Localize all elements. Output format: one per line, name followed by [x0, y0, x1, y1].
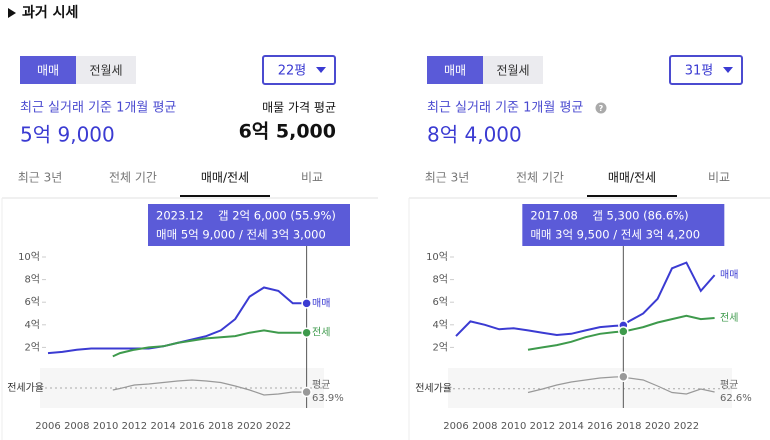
x-tick-label: 2008	[64, 421, 89, 432]
x-tick-label: 2014	[150, 421, 175, 432]
tooltip-date: 2023.12	[156, 209, 204, 223]
x-tick-label: 2016	[179, 421, 204, 432]
tooltip-date: 2017.08	[530, 209, 578, 223]
trade-tab[interactable]: 전월세	[89, 64, 122, 78]
tooltip-detail: 매매 5억 9,000 / 전세 3억 3,000	[156, 228, 326, 242]
cursor-dot	[301, 386, 312, 398]
cursor-dot	[618, 326, 629, 337]
y-tick-label: 10억	[18, 251, 40, 263]
y-tick-label: 2억	[432, 341, 448, 353]
legend-label: 전세	[720, 312, 738, 324]
series-line	[455, 261, 716, 337]
y-tick-label: 8억	[432, 274, 448, 286]
period-tab[interactable]: 비교	[301, 171, 323, 185]
y-tick-label: 4억	[432, 319, 448, 331]
x-tick-label: 2010	[93, 421, 118, 432]
y-tick-label: 10억	[426, 251, 448, 263]
cursor-dot	[301, 298, 312, 309]
tooltip-box	[148, 204, 350, 246]
tooltip-gap: 갭 2억 6,000 (55.9%)	[218, 209, 336, 223]
cursor-dot	[618, 371, 629, 382]
size-value: 22평	[278, 64, 307, 79]
size-dropdown[interactable]	[262, 55, 336, 85]
average-label: 평균	[720, 379, 738, 391]
collapse-icon[interactable]	[8, 8, 16, 18]
trade-tab[interactable]: 매매	[37, 64, 59, 78]
legend-label: 전세	[312, 327, 330, 339]
recent-label: 최근 실거래 기준 1개월 평균	[427, 101, 583, 116]
recent-price: 8억 4,000	[427, 123, 522, 147]
y-tick-label: 4억	[24, 319, 40, 331]
size-dropdown[interactable]	[669, 55, 743, 85]
x-tick-label: 2018	[208, 421, 233, 432]
ratio-label: 전세가율	[415, 383, 452, 395]
period-tab[interactable]: 비교	[708, 171, 730, 185]
tooltip-box	[522, 204, 725, 246]
x-tick-label: 2014	[558, 421, 583, 432]
tooltip-detail: 매매 3억 9,500 / 전세 3억 4,200	[530, 228, 700, 242]
trade-tab[interactable]: 매매	[444, 64, 466, 78]
average-label: 평균	[312, 379, 330, 391]
period-tab[interactable]: 전체 기간	[516, 171, 564, 185]
period-tab[interactable]: 매매/전세	[608, 171, 656, 185]
legend-label: 매매	[720, 269, 738, 281]
period-tab[interactable]: 매매/전세	[201, 171, 249, 185]
x-tick-label: 2006	[35, 421, 60, 432]
help-mark: ?	[599, 104, 604, 113]
dropdown-arrow	[316, 67, 326, 73]
x-tick-label: 2006	[443, 421, 468, 432]
recent-label: 최근 실거래 기준 1개월 평균	[20, 101, 176, 116]
series-line	[112, 379, 307, 396]
legend-label: 매매	[312, 297, 330, 309]
x-tick-label: 2008	[472, 421, 497, 432]
size-value: 31평	[685, 64, 714, 79]
trade-tab[interactable]: 전월세	[496, 64, 529, 78]
period-tab[interactable]: 최근 3년	[425, 171, 470, 185]
ratio-bg	[448, 368, 732, 408]
x-tick-label: 2020	[237, 421, 262, 432]
listing-price: 6억 5,000	[239, 121, 336, 143]
tab-active[interactable]	[20, 56, 76, 84]
x-tick-label: 2022	[266, 421, 291, 432]
tooltip-gap: 갭 5,300 (86.6%)	[592, 209, 688, 223]
x-tick-label: 2012	[122, 421, 147, 432]
x-tick-label: 2016	[587, 421, 612, 432]
listing-label: 매물 가격 평균	[262, 101, 336, 115]
series-line	[112, 329, 307, 358]
ratio-label: 전세가율	[7, 382, 44, 394]
x-tick-label: 2012	[530, 421, 555, 432]
y-tick-label: 6억	[432, 296, 448, 308]
y-tick-label: 8억	[24, 274, 40, 286]
y-tick-label: 2억	[24, 341, 40, 353]
period-tab[interactable]: 최근 3년	[18, 171, 63, 185]
section-title: 과거 시세	[22, 5, 78, 21]
average-value: 62.6%	[720, 393, 752, 404]
recent-price: 5억 9,000	[20, 123, 115, 147]
x-tick-label: 2020	[645, 421, 670, 432]
average-value: 63.9%	[312, 393, 344, 404]
x-tick-label: 2022	[674, 421, 699, 432]
x-tick-label: 2018	[616, 421, 641, 432]
help-icon[interactable]	[595, 102, 607, 114]
period-tab[interactable]: 전체 기간	[109, 171, 157, 185]
cursor-dot	[301, 327, 312, 338]
dropdown-arrow	[723, 67, 733, 73]
x-tick-label: 2010	[501, 421, 526, 432]
y-tick-label: 6억	[24, 296, 40, 308]
tab-active[interactable]	[427, 56, 483, 84]
